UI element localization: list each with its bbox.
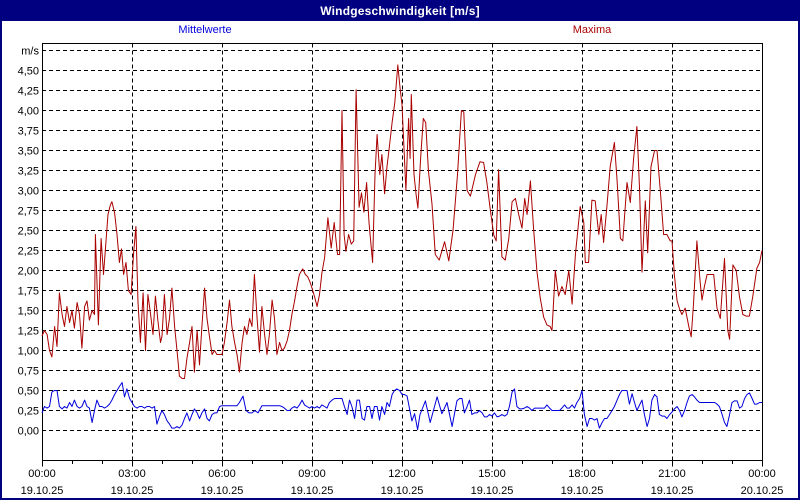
x-tick-date: 20.10.25 <box>741 485 784 497</box>
series-line-maxima <box>41 64 763 379</box>
y-tick-label: 2,50 <box>18 226 39 238</box>
y-tick-label: 1,75 <box>18 286 39 298</box>
y-tick-label: 0,00 <box>18 426 39 438</box>
x-tick-date: 19.10.25 <box>561 485 604 497</box>
series-line-mittelwerte <box>41 382 762 431</box>
y-axis-unit: m/s <box>21 46 39 58</box>
y-tick-label: 4,00 <box>18 106 39 118</box>
y-tick-label: 0,25 <box>18 406 39 418</box>
y-tick-label: 0,50 <box>18 386 39 398</box>
x-tick-date: 19.10.25 <box>111 485 154 497</box>
x-tick-date: 19.10.25 <box>381 485 424 497</box>
y-tick-label: 3,50 <box>18 146 39 158</box>
x-tick-time: 12:00 <box>388 468 416 480</box>
x-tick-time: 18:00 <box>568 468 596 480</box>
x-tick-time: 03:00 <box>118 468 146 480</box>
x-tick-date: 19.10.25 <box>291 485 334 497</box>
y-tick-label: 2,00 <box>18 266 39 278</box>
y-tick-label: 1,00 <box>18 346 39 358</box>
window-title: Windgeschwindigkeit [m/s] <box>2 2 798 21</box>
x-tick-time: 21:00 <box>658 468 686 480</box>
x-tick-date: 19.10.25 <box>651 485 694 497</box>
legend: Mittelwerte Maxima <box>2 21 798 40</box>
x-tick-time: 15:00 <box>478 468 506 480</box>
y-tick-label: 4,50 <box>18 66 39 78</box>
y-tick-label: 4,25 <box>18 86 39 98</box>
y-tick-label: 3,00 <box>18 186 39 198</box>
x-tick-time: 06:00 <box>208 468 236 480</box>
y-tick-label: 3,25 <box>18 166 39 178</box>
x-tick-time: 00:00 <box>28 468 56 480</box>
x-tick-date: 19.10.25 <box>471 485 514 497</box>
legend-maxima: Maxima <box>572 24 612 36</box>
x-tick-time: 00:00 <box>748 468 776 480</box>
y-tick-label: 1,25 <box>18 326 39 338</box>
y-tick-label: 3,75 <box>18 126 39 138</box>
y-tick-label: 1,50 <box>18 306 39 318</box>
y-tick-label: 0,75 <box>18 366 39 378</box>
x-tick-date: 19.10.25 <box>21 485 64 497</box>
x-tick-date: 19.10.25 <box>201 485 244 497</box>
y-tick-label: 2,75 <box>18 206 39 218</box>
legend-mittelwerte: Mittelwerte <box>178 24 232 36</box>
y-tick-label: 2,25 <box>18 246 39 258</box>
x-tick-time: 09:00 <box>298 468 326 480</box>
